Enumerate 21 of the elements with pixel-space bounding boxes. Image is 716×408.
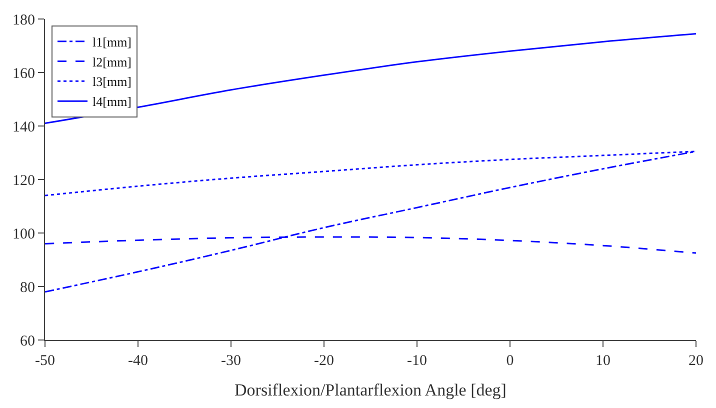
x-tick-label: -50 bbox=[35, 353, 55, 369]
y-tick-label: 100 bbox=[12, 226, 35, 242]
x-tick-label: -10 bbox=[407, 353, 427, 369]
y-tick-label: 120 bbox=[12, 172, 35, 189]
x-tick-label: -20 bbox=[314, 353, 334, 369]
legend-label: l4[mm] bbox=[92, 94, 132, 110]
x-tick-label: -40 bbox=[128, 353, 148, 369]
x-tick-label: 0 bbox=[506, 353, 514, 369]
y-tick-label: 60 bbox=[20, 333, 35, 350]
x-tick-label: 20 bbox=[688, 353, 704, 369]
x-axis-title: Dorsiflexion/Plantarflexion Angle [deg] bbox=[234, 380, 506, 400]
x-tick-label: -30 bbox=[221, 353, 241, 369]
line-series bbox=[45, 32, 696, 124]
y-tick-label: 160 bbox=[12, 66, 35, 82]
y-tick-label: 180 bbox=[12, 12, 35, 28]
legend-label: l3[mm] bbox=[92, 74, 132, 90]
y-tick-label: 140 bbox=[12, 119, 35, 136]
y-tick-label: 80 bbox=[20, 280, 35, 296]
legend-label: l2[mm] bbox=[92, 54, 132, 70]
x-tick-label: 10 bbox=[596, 353, 610, 369]
legend-label: l1[mm] bbox=[92, 34, 132, 50]
